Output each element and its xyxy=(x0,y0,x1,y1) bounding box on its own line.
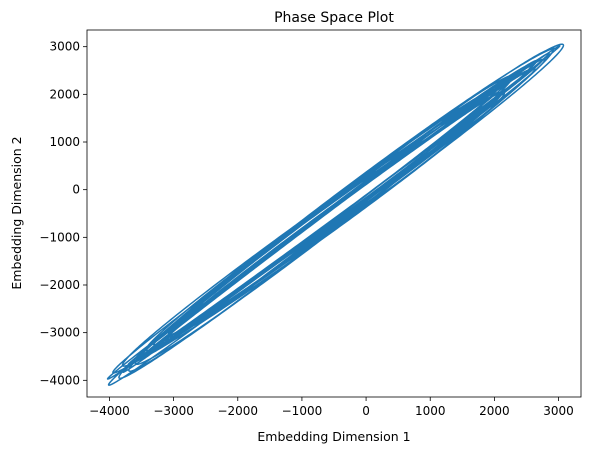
x-tick-label: 3000 xyxy=(543,404,574,418)
y-tick-label: 2000 xyxy=(49,87,80,101)
x-tick-label: −2000 xyxy=(217,404,258,418)
series-layer xyxy=(106,43,565,386)
x-axis-label: Embedding Dimension 1 xyxy=(257,429,410,444)
y-tick-label: −4000 xyxy=(39,373,80,387)
x-tick-label: 0 xyxy=(362,404,370,418)
plot-area xyxy=(86,29,582,398)
x-tick-label: −3000 xyxy=(153,404,194,418)
y-tick-label: −1000 xyxy=(39,230,80,244)
y-tick-label: 3000 xyxy=(49,40,80,54)
y-axis-ticks: −4000 −3000 −2000 −1000 0 1000 2000 3000 xyxy=(39,40,87,387)
chart-title: Phase Space Plot xyxy=(274,10,394,26)
y-tick-label: 1000 xyxy=(49,135,80,149)
x-axis-ticks: −4000 −3000 −2000 −1000 0 1000 2000 3000 xyxy=(89,397,574,418)
phase-trajectory-line xyxy=(106,43,565,386)
x-tick-label: −1000 xyxy=(282,404,323,418)
x-tick-label: −4000 xyxy=(89,404,130,418)
y-tick-label: −3000 xyxy=(39,326,80,340)
x-tick-label: 2000 xyxy=(479,404,510,418)
plot-frame xyxy=(86,29,582,398)
y-axis-label: Embedding Dimension 2 xyxy=(9,136,24,289)
y-tick-label: −2000 xyxy=(39,278,80,292)
y-tick-label: 0 xyxy=(72,183,80,197)
x-tick-label: 1000 xyxy=(415,404,446,418)
